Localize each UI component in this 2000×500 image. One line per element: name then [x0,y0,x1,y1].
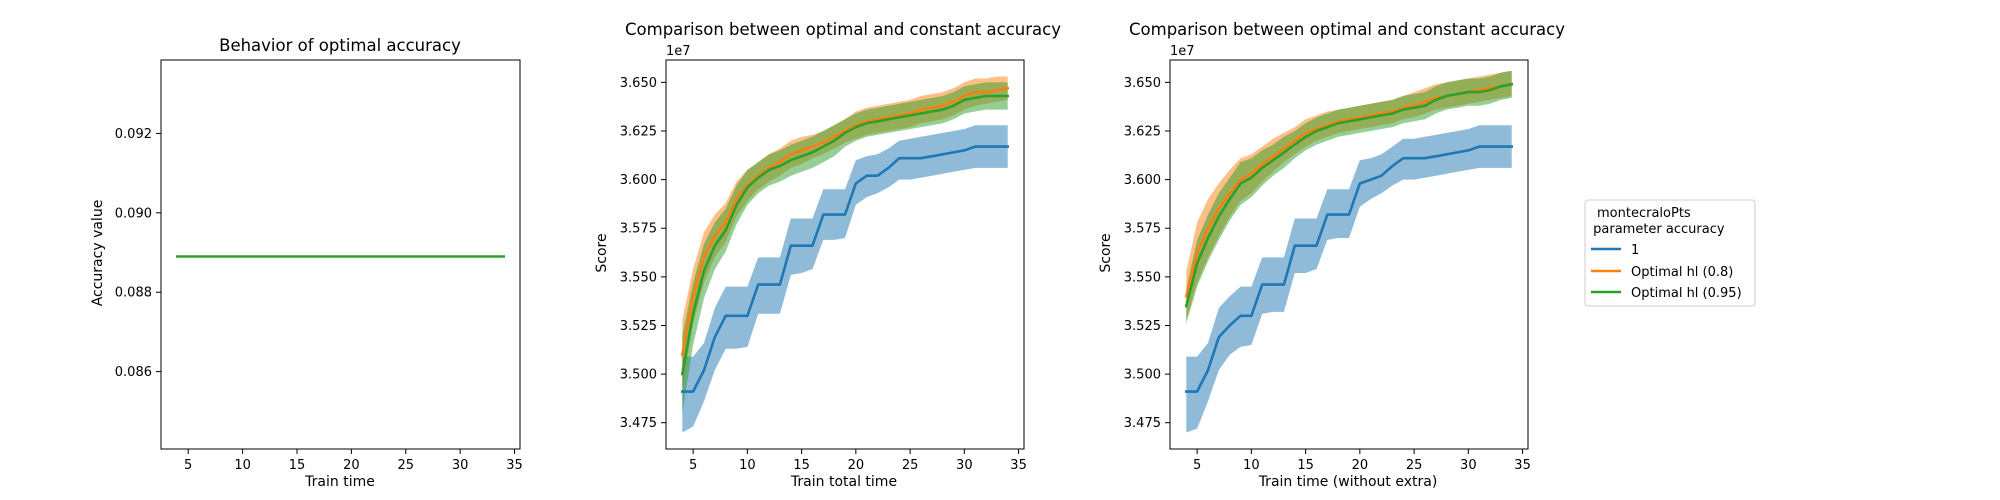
panel-2-series-2-line [680,86,1010,357]
panel-1-x-tick-label: 35 [506,458,523,473]
legend-title-line-2: parameter accuracy [1589,222,1725,237]
panel-3-x-tick-label: 25 [1406,458,1423,473]
panel-2-y-tick-label: 3.625 [620,124,657,139]
panel-2-series-3-band [682,82,1008,414]
panel-1-y-tick-label: 0.086 [115,365,152,380]
panel-3-series-1-line [1185,145,1513,393]
panel-3-x-tick-label: 20 [1352,458,1369,473]
panel-2-x-tick-label: 20 [848,458,865,473]
panel-1-y-axis-label: Accuracy value [90,200,106,307]
panel-2-y-tick-label: 3.575 [620,222,657,237]
panel-3-x-tick-label: 15 [1297,458,1314,473]
legend-title-line-1: montecraloPts [1597,206,1691,221]
panel-3-y-axis-label: Score [1098,233,1114,272]
panel-2-y-tick-label: 3.475 [620,416,657,431]
panel-2-series-1-band [682,125,1008,433]
panel-1-x-tick-label: 10 [234,458,251,473]
panel-3-data [1184,70,1514,433]
panel-1-x-axis-label: Train time [304,474,375,490]
panel-3-x-tick-label: 5 [1193,458,1201,473]
panel-2-series-1-line [680,145,1010,393]
panel-2-offset-text: 1e7 [666,44,691,59]
panel-3: Comparison between optimal and constant … [1098,20,1565,490]
panel-1-frame [160,59,521,450]
panel-2-x-tick-label: 30 [956,458,973,473]
panel-3-y-tick-label: 3.625 [1124,124,1161,139]
panel-3-series-3-line [1184,82,1514,308]
panel-3-y-tick-label: 3.575 [1124,222,1161,237]
panel-2-plot: 5 10 15 20 25 30 35 3.475 3.500 3.525 3.550 3.575 3.… [620,59,1027,473]
panel-3-y-tick-label: 3.475 [1124,416,1161,431]
panel-3-x-axis-label: Train time (without extra) [1258,474,1438,490]
panel-1-x-tick-label: 25 [397,458,414,473]
legend-frame [1584,199,1756,307]
panel-2-x-tick-label: 10 [739,458,756,473]
panel-1-x-tick-label: 30 [452,458,469,473]
panel-2-y-axis-label: Score [594,233,610,272]
panel-1: Behavior of optimal accuracy 5 10 15 20 25 30… [90,36,523,490]
panel-2-x-axis-label: Train total time [790,474,897,490]
panel-3-y-tick-label: 3.550 [1124,270,1161,285]
panel-2-frame [665,59,1025,450]
legend-entry-1: 1 [1631,243,1639,258]
panel-3-x-tick-label: 30 [1460,458,1477,473]
panel-3-y-tick-label: 3.600 [1124,173,1161,188]
panel-2-x-tick-label: 15 [793,458,810,473]
panel-2-y-tick-label: 3.600 [620,173,657,188]
panel-1-y-tick-label: 0.090 [115,206,152,221]
panel-2-x-tick-label: 5 [689,458,697,473]
panel-2: Comparison between optimal and constant … [594,20,1061,490]
legend-entry-3: Optimal hl (0.95) [1631,286,1742,301]
panel-1-plot: 5 10 15 20 25 30 35 0.086 0.088 0.090 0.092 [115,59,523,473]
panel-3-y-tick-label: 3.650 [1124,76,1161,91]
panel-2-x-tick-label: 35 [1010,458,1027,473]
panel-2-y-tick-label: 3.550 [620,270,657,285]
panel-2-title: Comparison between optimal and constant … [625,20,1061,39]
panel-2-series-3-line [680,94,1010,376]
panel-3-x-tick-label: 10 [1243,458,1260,473]
panel-2-y-tick-label: 3.525 [620,319,657,334]
panel-3-plot: 5 10 15 20 25 30 35 3.475 3.500 3.525 3.550 3.575 3.… [1124,59,1531,473]
panel-2-data [680,76,1010,433]
panel-3-x-tick-label: 35 [1514,458,1531,473]
panel-3-title: Comparison between optimal and constant … [1129,20,1565,39]
panel-3-frame [1169,59,1529,450]
panel-2-x-tick-label: 25 [902,458,919,473]
panel-1-x-tick-label: 20 [343,458,360,473]
panel-2-y-tick-label: 3.500 [620,368,657,383]
panel-1-x-tick-label: 15 [289,458,306,473]
panel-3-series-1-band [1186,125,1512,433]
panel-3-offset-text: 1e7 [1170,44,1195,59]
panel-3-y-tick-label: 3.525 [1124,319,1161,334]
panel-1-title: Behavior of optimal accuracy [219,36,461,55]
panel-1-x-tick-label: 5 [184,458,192,473]
panel-1-y-tick-label: 0.088 [115,286,152,301]
legend: montecraloPts parameter accuracy 1 Optim… [1584,199,1756,307]
panel-2-y-tick-label: 3.650 [620,76,657,91]
legend-entry-2: Optimal hl (0.8) [1631,265,1733,280]
panel-1-y-tick-label: 0.092 [115,127,152,142]
panel-3-y-tick-label: 3.500 [1124,368,1161,383]
